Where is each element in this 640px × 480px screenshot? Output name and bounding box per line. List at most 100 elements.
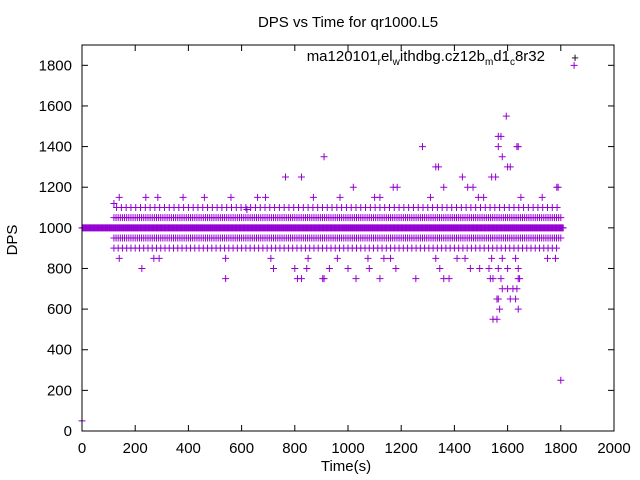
data-point [432,254,440,262]
legend-label-part: d1 [493,48,510,65]
data-point [352,275,360,283]
data-point [553,204,561,212]
y-tick-label: 600 [47,301,72,318]
data-point [514,264,522,272]
data-point [458,173,466,181]
data-point [504,264,512,272]
data-point [498,153,506,161]
data-point [493,315,501,323]
data-point [222,275,230,283]
data-point [514,143,522,151]
data-point [453,254,461,262]
legend-label-part: ithdbg.cz12b [400,48,485,65]
y-tick-label: 1600 [39,98,72,115]
legend-marker: + [571,50,579,65]
data-point [115,193,123,201]
data-point [303,264,311,272]
data-point [497,132,505,140]
data-point [267,254,275,262]
data-point [514,305,522,313]
y-axis-label: DPS [4,225,21,256]
data-point [297,275,305,283]
data-point [380,254,388,262]
x-tick-label: 0 [78,440,86,457]
data-point [488,254,496,262]
legend-label-part: el [381,48,393,65]
data-point [142,193,150,201]
y-tick-label: 200 [47,382,72,399]
legend-label-part: c [510,57,515,68]
data-point [336,193,344,201]
legend-label-part: m [485,57,493,68]
data-point [554,183,562,191]
data-point [325,264,333,272]
x-tick-label: 2000 [597,440,630,457]
x-tick-label: 400 [176,440,201,457]
y-tick-label: 400 [47,342,72,359]
data-point [445,275,453,283]
data-point [333,254,341,262]
data-point [200,193,208,201]
y-tick-label: 1800 [39,57,72,74]
data-point [559,224,567,232]
data-point [154,193,162,201]
data-point [365,264,373,272]
legend-label-part: ma120101 [307,48,378,65]
data-point [557,376,565,384]
data-point [436,264,444,272]
data-point [489,275,497,283]
x-axis-label: Time(s) [321,458,371,475]
data-point [469,183,477,191]
data-point [291,264,299,272]
data-point [344,264,352,272]
data-point [262,193,270,201]
data-point [349,183,357,191]
data-point [570,61,578,69]
data-point [502,112,510,120]
x-tick-label: 800 [282,440,307,457]
x-tick-label: 200 [123,440,148,457]
data-point [512,295,520,303]
data-point [492,173,500,181]
data-point [517,193,525,201]
data-point [376,193,384,201]
data-point [553,244,561,252]
data-point [513,285,521,293]
data-point [496,305,504,313]
data-point [506,163,514,171]
data-point [309,193,317,201]
legend: ma120101relwithdbg.cz12bmd1c8r32 + [307,48,579,68]
data-point [243,206,251,214]
data-point [320,153,328,161]
x-tick-label: 1400 [438,440,471,457]
data-point [494,264,502,272]
data-point [392,264,400,272]
data-point [227,193,235,201]
y-tick-label: 1200 [39,179,72,196]
data-point [544,254,551,262]
data-point [512,254,520,262]
x-tick-label: 1600 [491,440,524,457]
legend-label-part: w [392,57,401,68]
data-point [557,214,565,222]
data-point [434,163,442,171]
data-point [538,193,546,201]
plot-frame [81,44,615,432]
data-point [270,264,278,272]
data-point [557,234,565,242]
axis-ticks: 0 200 400 600 800 1000 1200 1400 1600 1800 2000 0 20… [39,45,631,457]
data-point [485,264,493,272]
chart-title: DPS vs Time for qr1000.L5 [258,14,438,31]
data-point [418,143,426,151]
x-tick-label: 1000 [331,440,364,457]
data-point [110,199,118,207]
data-point [179,193,187,201]
data-point [281,173,289,181]
x-tick-label: 1800 [544,440,577,457]
data-point [426,193,434,201]
legend-label-part: r [378,57,382,68]
data-point [222,254,230,262]
y-tick-label: 800 [47,260,72,277]
data-point [480,193,488,201]
